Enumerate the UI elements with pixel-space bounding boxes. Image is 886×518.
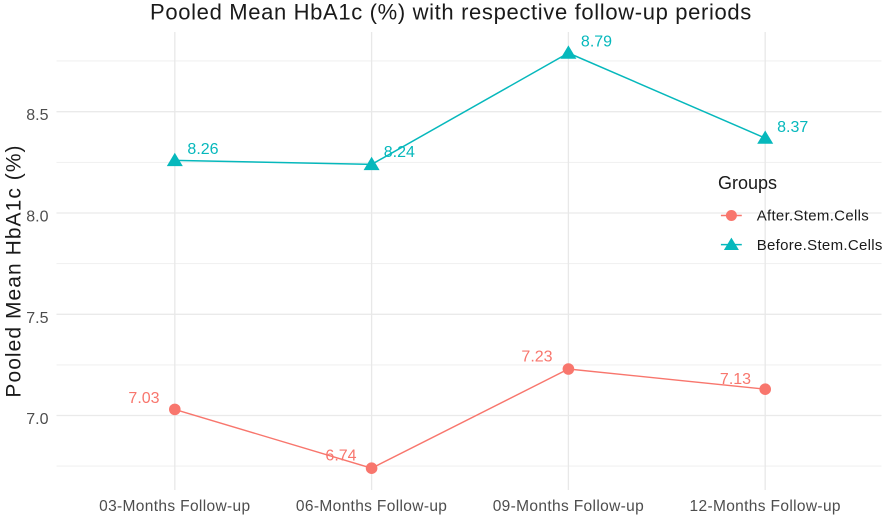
svg-text:7.0: 7.0 [26,411,48,428]
svg-text:7.13: 7.13 [720,371,751,388]
svg-text:06-Months Follow-up: 06-Months Follow-up [296,498,447,515]
svg-text:Pooled Mean HbA1c (%) with res: Pooled Mean HbA1c (%) with respective fo… [150,0,752,25]
svg-text:8.37: 8.37 [777,119,808,136]
svg-text:Groups: Groups [718,173,777,193]
svg-text:7.23: 7.23 [521,348,552,365]
svg-text:8.0: 8.0 [26,209,48,226]
svg-text:Pooled Mean HbA1c (%): Pooled Mean HbA1c (%) [3,144,26,397]
svg-text:7.5: 7.5 [26,310,48,327]
svg-text:8.5: 8.5 [26,107,48,124]
svg-text:03-Months Follow-up: 03-Months Follow-up [99,498,250,515]
svg-text:8.26: 8.26 [187,141,218,158]
svg-text:6.74: 6.74 [325,448,356,465]
svg-text:8.79: 8.79 [581,34,612,51]
svg-text:12-Months Follow-up: 12-Months Follow-up [690,498,841,515]
svg-text:After.Stem.Cells: After.Stem.Cells [757,208,869,225]
svg-text:8.24: 8.24 [384,144,415,161]
svg-text:Before.Stem.Cells: Before.Stem.Cells [757,237,883,254]
svg-text:7.03: 7.03 [128,390,159,407]
svg-text:09-Months Follow-up: 09-Months Follow-up [493,498,644,515]
